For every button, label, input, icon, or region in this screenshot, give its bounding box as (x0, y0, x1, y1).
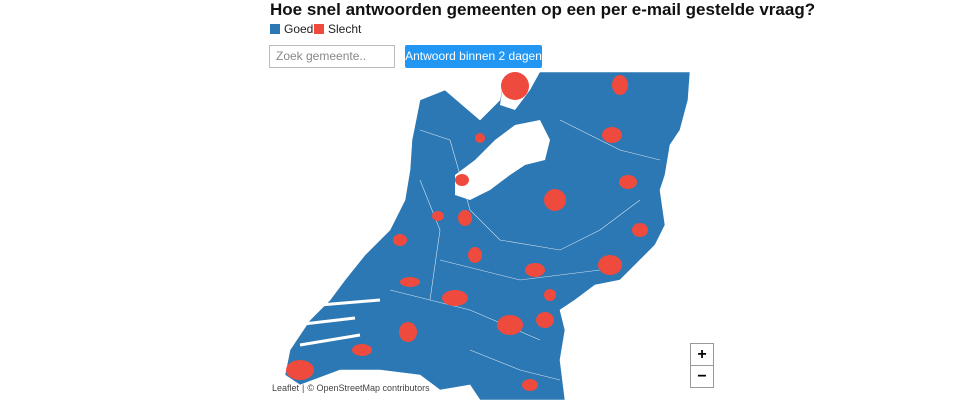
legend-item: Slecht (314, 22, 361, 36)
water (294, 298, 381, 347)
filter-dropdown[interactable]: Antwoord binnen 2 dagen (405, 45, 542, 83)
legend-label: Goed (284, 22, 314, 36)
filter-label: Antwoord binnen 2 dagen (405, 49, 542, 63)
legend-label: Slecht (328, 22, 362, 36)
zoom-in[interactable]: + (690, 343, 714, 366)
legend-swatch (270, 24, 280, 34)
separator: | (302, 383, 305, 393)
search-input[interactable]: Zoek gemeente.. (269, 45, 395, 68)
water (455, 120, 550, 200)
borders (389, 119, 661, 381)
chevron (470, 76, 481, 83)
legend-item: Goed (270, 22, 313, 36)
map[interactable] (270, 72, 715, 400)
osm-credit[interactable]: © OpenStreetMap contributors (307, 383, 430, 393)
title: Hoe snel antwoorden gemeenten op een per… (270, 0, 816, 19)
legend-swatch (314, 24, 324, 34)
leaflet-link[interactable]: Leaflet (272, 383, 300, 393)
region-good (284, 72, 691, 400)
attribution: Leaflet | © OpenStreetMap contributors (272, 383, 433, 393)
bad-regions (286, 72, 648, 391)
zoom-out[interactable]: − (690, 365, 714, 388)
